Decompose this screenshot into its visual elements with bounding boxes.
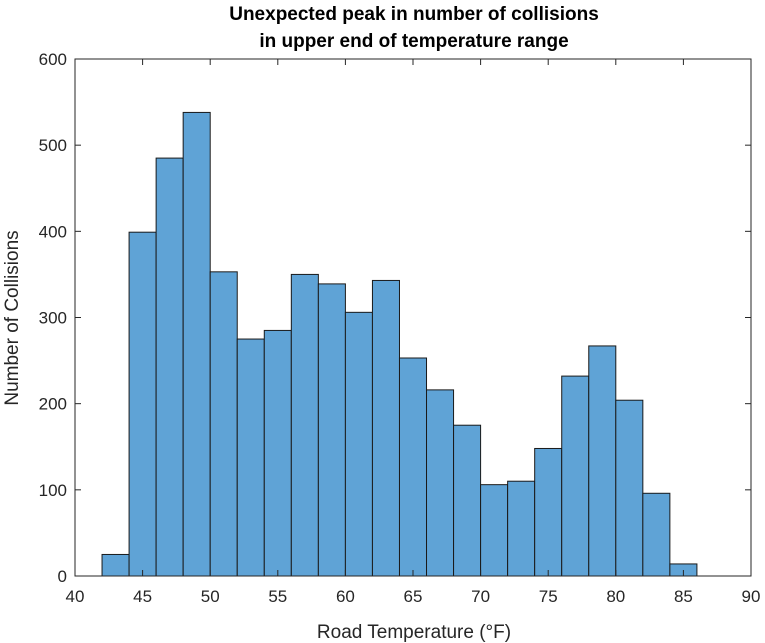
histogram-bar-70-72	[480, 484, 509, 577]
histogram-bar-48-50	[182, 111, 211, 577]
chart-title-line-2: in upper end of temperature range	[259, 31, 568, 52]
y-tick-label: 0	[58, 567, 67, 586]
histogram-bar-58-60	[317, 283, 346, 577]
histogram-bar-56-58	[290, 273, 319, 577]
y-tick-label: 200	[39, 395, 67, 414]
x-tick-label: 70	[471, 587, 490, 606]
y-tick-label: 500	[39, 136, 67, 155]
histogram-bar-50-52	[209, 271, 238, 577]
histogram-bar-76-78	[561, 375, 590, 577]
x-tick-label: 75	[539, 587, 558, 606]
x-tick-label: 85	[674, 587, 693, 606]
histogram-bar-74-76	[534, 447, 563, 577]
x-axis-label: Road Temperature (°F)	[317, 622, 511, 643]
histogram-bar-44-46	[128, 231, 157, 577]
x-axis-ticks: 40 45 50 55 60 65 70 75 80 85 90	[66, 59, 761, 606]
y-axis-ticks: 0 100 200 300 400 500 600	[39, 50, 751, 586]
y-tick-label: 600	[39, 50, 67, 69]
y-axis-label: Number of Collisions	[2, 230, 23, 405]
histogram-bar-62-64	[371, 279, 400, 577]
histogram-bar-82-84	[642, 492, 671, 577]
x-tick-label: 65	[404, 587, 423, 606]
histogram-bar-46-48	[155, 157, 184, 577]
histogram-bar-66-68	[426, 389, 455, 577]
y-tick-label: 100	[39, 481, 67, 500]
histogram-bar-68-70	[453, 424, 482, 577]
y-tick-label: 400	[39, 222, 67, 241]
histogram-bar-52-54	[236, 338, 265, 577]
histogram-bar-72-74	[507, 480, 536, 577]
histogram-bar-64-66	[398, 357, 428, 577]
x-tick-label: 60	[336, 587, 355, 606]
x-tick-label: 40	[66, 587, 85, 606]
histogram-bar-78-80	[588, 345, 617, 577]
x-tick-label: 50	[201, 587, 220, 606]
histogram-bar-60-62	[344, 311, 373, 577]
x-tick-label: 80	[606, 587, 625, 606]
histogram-bar-42-44	[101, 553, 130, 577]
chart-title-line-1: Unexpected peak in number of collisions	[229, 4, 599, 25]
bars-group	[101, 111, 698, 577]
x-tick-label: 55	[268, 587, 287, 606]
y-tick-label: 300	[39, 309, 67, 328]
histogram-bar-54-56	[263, 329, 292, 577]
x-tick-label: 45	[133, 587, 152, 606]
histogram-bar-80-82	[615, 399, 644, 577]
x-tick-label: 90	[742, 587, 761, 606]
